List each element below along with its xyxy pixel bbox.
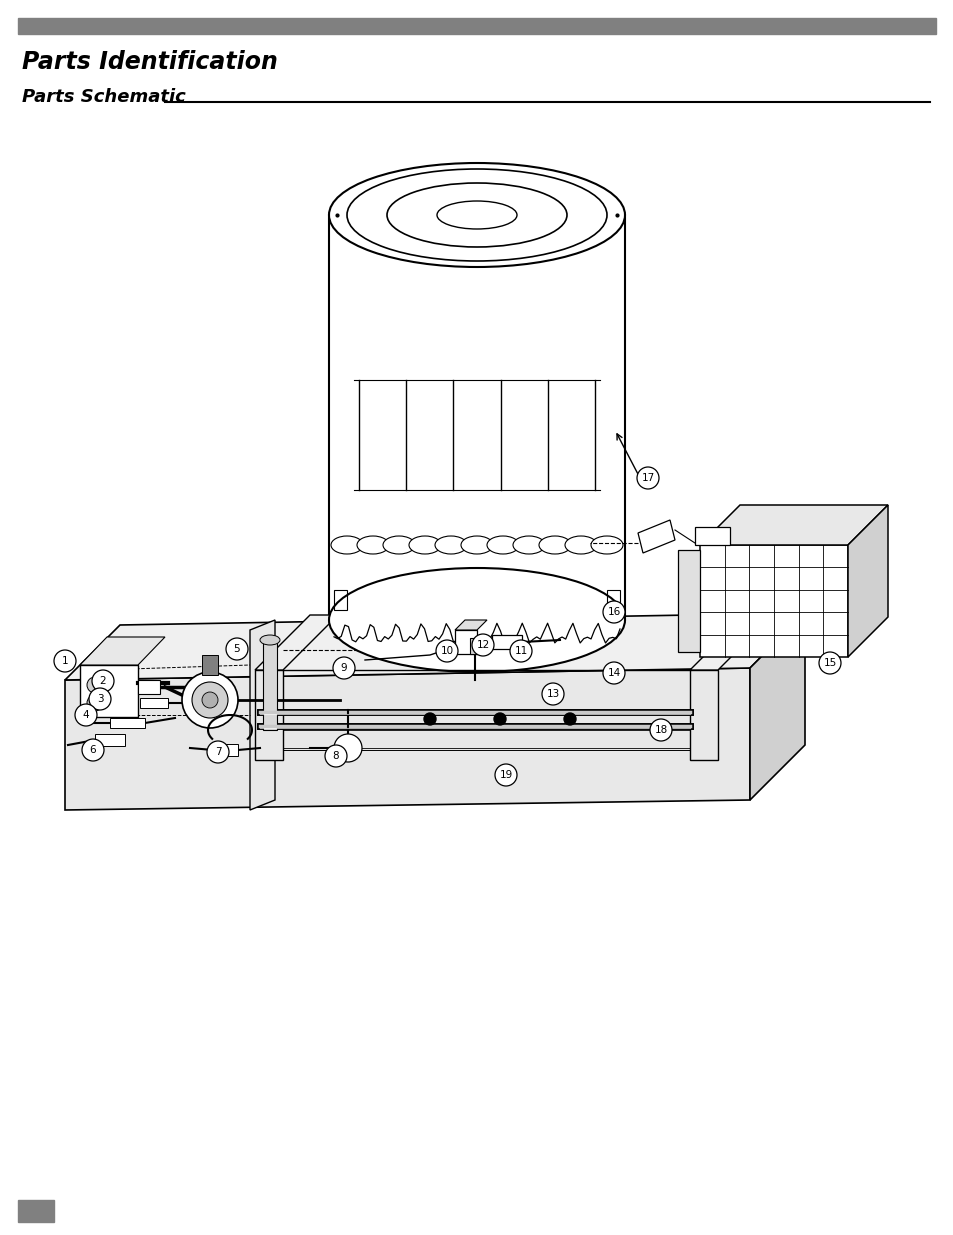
Circle shape	[333, 657, 355, 679]
Circle shape	[82, 739, 104, 761]
Circle shape	[563, 713, 576, 725]
Circle shape	[182, 672, 237, 727]
Ellipse shape	[564, 536, 597, 555]
Bar	[138, 680, 160, 694]
Ellipse shape	[590, 536, 622, 555]
Text: 1: 1	[62, 656, 69, 666]
Text: 12: 12	[476, 640, 489, 650]
Bar	[455, 630, 476, 655]
Bar	[110, 718, 145, 727]
Bar	[18, 1200, 54, 1221]
Circle shape	[472, 634, 494, 656]
Bar	[140, 698, 168, 708]
Ellipse shape	[460, 536, 493, 555]
Circle shape	[423, 713, 436, 725]
Ellipse shape	[409, 536, 440, 555]
Circle shape	[494, 713, 505, 725]
Polygon shape	[678, 550, 700, 652]
Ellipse shape	[513, 536, 544, 555]
Circle shape	[334, 734, 361, 762]
Circle shape	[192, 682, 228, 718]
Circle shape	[91, 671, 113, 692]
Text: 8: 8	[333, 751, 339, 761]
Ellipse shape	[486, 536, 518, 555]
Ellipse shape	[329, 568, 624, 672]
Bar	[470, 638, 488, 655]
Circle shape	[325, 745, 347, 767]
Text: Parts Schematic: Parts Schematic	[22, 88, 186, 106]
Circle shape	[75, 704, 97, 726]
Text: 14: 14	[607, 668, 620, 678]
Bar	[213, 743, 237, 756]
Text: 2: 2	[99, 676, 106, 685]
Text: 18: 18	[654, 725, 667, 735]
Text: 10: 10	[440, 646, 453, 656]
Ellipse shape	[331, 536, 363, 555]
Polygon shape	[847, 505, 887, 657]
Circle shape	[818, 652, 841, 674]
Polygon shape	[80, 637, 165, 664]
Bar	[18, 19, 935, 35]
Text: 4: 4	[83, 710, 90, 720]
Circle shape	[202, 692, 218, 708]
Circle shape	[54, 650, 76, 672]
Polygon shape	[689, 615, 772, 671]
Bar	[80, 664, 138, 718]
Circle shape	[87, 677, 103, 693]
Text: 13: 13	[546, 689, 559, 699]
Bar	[95, 734, 125, 746]
Circle shape	[637, 467, 659, 489]
Ellipse shape	[538, 536, 571, 555]
Polygon shape	[65, 668, 749, 810]
Circle shape	[541, 683, 563, 705]
Text: 9: 9	[340, 663, 347, 673]
Text: 3: 3	[96, 694, 103, 704]
Circle shape	[207, 741, 229, 763]
Ellipse shape	[356, 536, 389, 555]
Ellipse shape	[329, 163, 624, 267]
Circle shape	[602, 662, 624, 684]
Bar	[202, 655, 218, 676]
Circle shape	[87, 695, 103, 711]
Text: 7: 7	[214, 747, 221, 757]
Polygon shape	[254, 671, 283, 760]
Polygon shape	[695, 527, 729, 545]
Circle shape	[510, 640, 532, 662]
Text: 16: 16	[24, 1205, 41, 1219]
Polygon shape	[250, 620, 274, 810]
Ellipse shape	[436, 201, 517, 228]
Polygon shape	[700, 545, 847, 657]
Text: 17: 17	[640, 473, 654, 483]
Circle shape	[495, 764, 517, 785]
Bar	[263, 640, 276, 730]
Text: 19: 19	[498, 769, 512, 781]
Bar	[492, 635, 521, 650]
Polygon shape	[689, 671, 718, 760]
Polygon shape	[455, 620, 486, 630]
Text: 11: 11	[514, 646, 527, 656]
Polygon shape	[749, 613, 804, 800]
Circle shape	[89, 688, 111, 710]
Circle shape	[649, 719, 671, 741]
Text: 15: 15	[822, 658, 836, 668]
Polygon shape	[254, 615, 337, 671]
Circle shape	[436, 640, 457, 662]
Ellipse shape	[260, 635, 280, 645]
Ellipse shape	[382, 536, 415, 555]
Ellipse shape	[347, 169, 606, 261]
Polygon shape	[65, 613, 804, 680]
Ellipse shape	[435, 536, 467, 555]
Text: 16: 16	[607, 606, 620, 618]
Ellipse shape	[387, 183, 566, 247]
Circle shape	[602, 601, 624, 622]
Text: Parts Identification: Parts Identification	[22, 49, 277, 74]
Text: 6: 6	[90, 745, 96, 755]
Circle shape	[226, 638, 248, 659]
Polygon shape	[700, 505, 887, 545]
Text: 5: 5	[233, 643, 240, 655]
Polygon shape	[638, 520, 675, 553]
